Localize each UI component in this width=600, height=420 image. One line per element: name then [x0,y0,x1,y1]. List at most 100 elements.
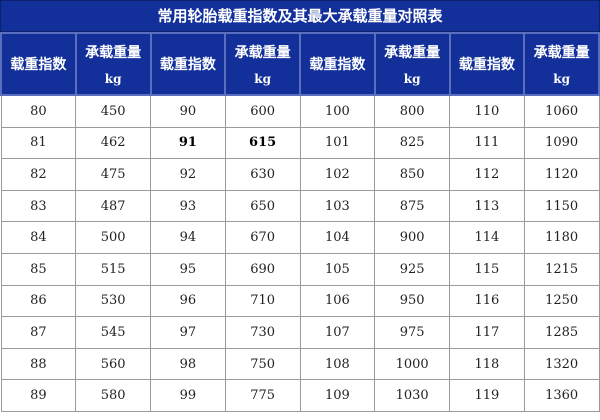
cell-load-capacity: 650 [224,189,301,223]
cell-load-capacity: 950 [374,284,450,318]
header-label: 载重指数 [458,57,515,73]
header-label: 承载重量 [234,45,291,61]
cell-load-capacity: 560 [75,347,151,381]
cell-load-capacity: 500 [75,221,151,254]
cell-load-index: 109 [299,379,376,412]
cell-load-capacity: 1180 [523,221,600,254]
cell-load-capacity: 710 [224,284,301,318]
cell-load-capacity: 875 [374,189,450,223]
header-label: 承载重量 [85,45,142,61]
cell-load-capacity: 1320 [523,347,600,381]
header-label: 载重指数 [10,57,67,73]
cell-load-index: 104 [299,221,376,254]
cell-load-index: 97 [150,316,226,349]
cell-load-capacity: 1120 [523,158,600,191]
header-label: 载重指数 [159,57,216,73]
header-row: 载重指数 承载重量 kg 载重指数 承载重量 kg 载重指数 承载重量 kg 载重指数 承载重量 kg [0,32,600,96]
cell-load-capacity: 1150 [523,189,600,223]
cell-load-index: 84 [0,221,77,254]
table-row: 86 530 96 710 106 950 116 1250 [0,284,600,318]
cell-load-capacity: 1030 [374,379,450,412]
cell-load-index: 106 [299,284,376,318]
cell-load-index: 114 [449,221,525,254]
cell-load-capacity: 615 [224,126,301,160]
table-title: 常用轮胎载重指数及其最大承载重量对照表 [0,0,600,32]
table-row: 89 580 99 775 109 1030 119 1360 [0,379,600,412]
table-body: 80 450 90 600 100 800 110 1060 81 462 91 615 101 825 1… [0,94,600,412]
cell-load-index: 118 [449,347,525,381]
cell-load-index: 83 [0,189,77,223]
cell-load-index: 107 [299,316,376,349]
cell-load-index: 80 [0,94,77,128]
header-load-index: 载重指数 [0,32,77,96]
cell-load-index: 111 [449,126,525,160]
cell-load-index: 105 [299,252,376,286]
cell-load-index: 116 [449,284,525,318]
table-row: 87 545 97 730 107 975 117 1285 [0,316,600,349]
cell-load-index: 90 [150,94,226,128]
header-label: 载重指数 [309,57,366,73]
cell-load-index: 119 [449,379,525,412]
cell-load-index: 117 [449,316,525,349]
cell-load-index: 92 [150,158,226,191]
table-row: 82 475 92 630 102 850 112 1120 [0,158,600,191]
cell-load-capacity: 900 [374,221,450,254]
cell-load-index: 81 [0,126,77,160]
cell-load-capacity: 1285 [523,316,600,349]
header-load-capacity: 承载重量 kg [224,32,301,96]
header-unit: kg [553,72,570,86]
cell-load-index: 112 [449,158,525,191]
cell-load-index: 86 [0,284,77,318]
table-row: 85 515 95 690 105 925 115 1215 [0,252,600,286]
header-unit: kg [254,72,271,86]
cell-load-capacity: 450 [75,94,151,128]
cell-load-capacity: 670 [224,221,301,254]
header-unit: kg [403,72,421,86]
cell-load-capacity: 630 [224,158,301,191]
cell-load-index: 115 [449,252,525,286]
table-row: 84 500 94 670 104 900 114 1180 [0,221,600,254]
cell-load-index: 85 [0,252,77,286]
cell-load-index: 88 [0,347,77,381]
header-label: 承载重量 [533,45,590,61]
cell-load-capacity: 1360 [523,379,600,412]
cell-load-capacity: 925 [374,252,450,286]
header-load-index: 载重指数 [299,32,376,96]
cell-load-index: 101 [299,126,376,160]
cell-load-capacity: 1250 [523,284,600,318]
cell-load-capacity: 730 [224,316,301,349]
header-load-index: 载重指数 [149,32,227,96]
cell-load-index: 103 [299,189,376,223]
cell-load-index: 82 [0,158,77,191]
cell-load-capacity: 530 [75,284,151,318]
cell-load-capacity: 800 [374,94,450,128]
cell-load-index: 96 [150,284,226,318]
table-row: 88 560 98 750 108 1000 118 1320 [0,347,600,381]
cell-load-index: 91 [150,126,226,160]
table-row: 83 487 93 650 103 875 113 1150 [0,189,600,223]
header-load-capacity: 承载重量 kg [523,32,600,96]
header-unit: kg [104,72,122,86]
cell-load-index: 93 [150,189,226,223]
cell-load-index: 108 [299,347,376,381]
cell-load-capacity: 690 [224,252,301,286]
cell-load-capacity: 825 [374,126,450,160]
cell-load-index: 110 [449,94,525,128]
cell-load-capacity: 600 [224,94,301,128]
load-index-table: 载重指数 承载重量 kg 载重指数 承载重量 kg 载重指数 承载重量 kg 载重指数 承载重量 kg… [0,32,600,412]
header-load-capacity: 承载重量 kg [74,32,152,96]
cell-load-capacity: 1060 [523,94,600,128]
cell-load-index: 99 [150,379,226,412]
cell-load-capacity: 1215 [523,252,600,286]
cell-load-capacity: 580 [75,379,151,412]
cell-load-capacity: 975 [374,316,450,349]
table-row: 81 462 91 615 101 825 111 1090 [0,126,600,160]
cell-load-capacity: 850 [374,158,450,191]
cell-load-capacity: 515 [75,252,151,286]
cell-load-index: 87 [0,316,77,349]
cell-load-index: 89 [0,379,77,412]
cell-load-index: 95 [150,252,226,286]
header-load-index: 载重指数 [448,32,526,96]
header-label: 承载重量 [384,45,441,61]
cell-load-capacity: 487 [75,189,151,223]
